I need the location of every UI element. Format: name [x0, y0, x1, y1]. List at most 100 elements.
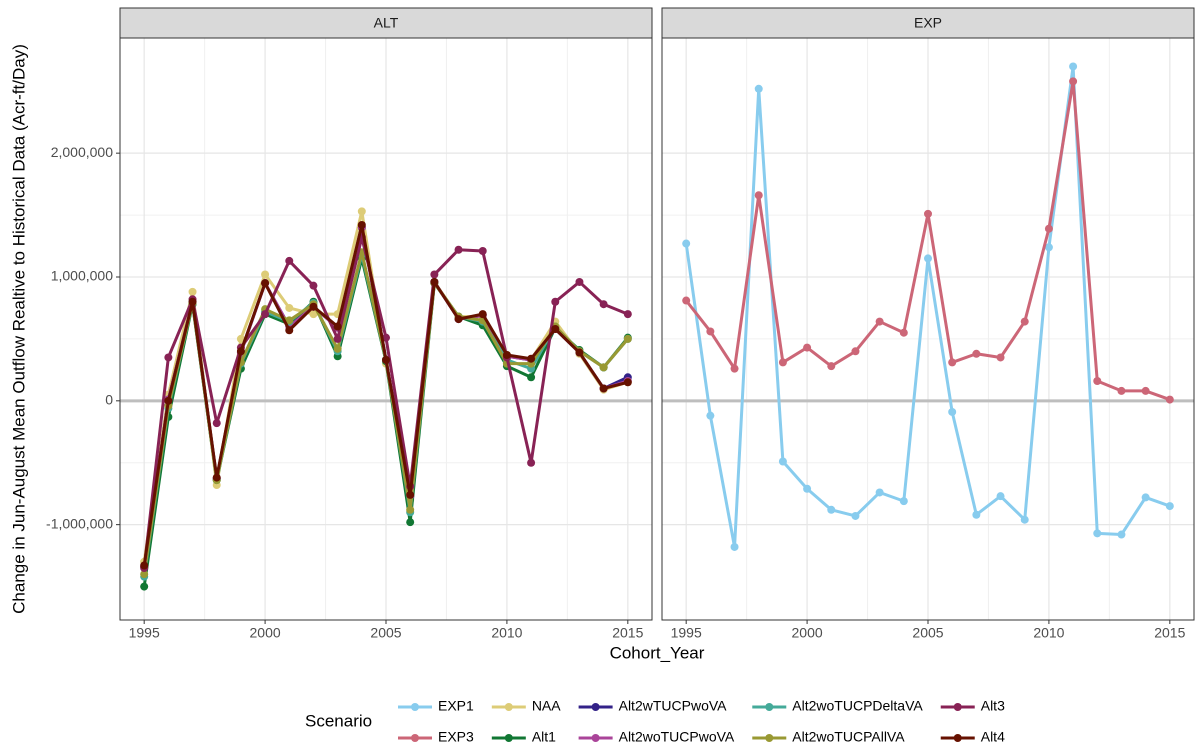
x-tick-label: 2000: [250, 625, 281, 641]
x-axis-title: Cohort_Year: [610, 643, 705, 662]
legend-label: Alt2woTUCPwoVA: [619, 729, 735, 745]
legend-label: NAA: [532, 698, 561, 714]
data-point: [406, 505, 415, 514]
y-tick-label: 1,000,000: [51, 268, 113, 284]
data-point: [851, 347, 860, 356]
x-tick-label: 1995: [671, 625, 702, 641]
data-point: [140, 570, 149, 579]
legend-key: [765, 734, 774, 742]
legend-label: Alt2woTUCPAllVA: [792, 729, 905, 745]
data-point: [1165, 395, 1174, 404]
data-point: [406, 518, 415, 527]
data-point: [1141, 493, 1150, 502]
data-point: [382, 333, 390, 342]
data-point: [575, 348, 584, 357]
data-point: [527, 354, 536, 363]
data-point: [454, 315, 463, 324]
data-point: [599, 363, 608, 372]
data-point: [382, 355, 390, 364]
x-tick-label: 2015: [1154, 625, 1185, 641]
data-point: [972, 510, 981, 519]
data-point: [188, 297, 197, 306]
data-point: [164, 396, 173, 405]
data-point: [803, 484, 812, 493]
data-point: [285, 316, 294, 325]
data-point: [212, 419, 221, 428]
data-point: [599, 384, 608, 393]
panel-border: [661, 37, 1195, 621]
data-point: [682, 239, 691, 248]
data-point: [682, 296, 691, 305]
y-tick-label: 2,000,000: [51, 144, 113, 160]
strip: [119, 7, 653, 39]
data-point: [551, 325, 560, 333]
data-point: [478, 246, 487, 255]
data-point: [803, 343, 812, 352]
data-point: [706, 327, 715, 336]
y-tick-label: 0: [105, 392, 113, 408]
data-point: [285, 256, 294, 265]
y-axis-title: Change in Jun-August Mean Outflow Realti…: [9, 44, 28, 614]
data-point: [706, 411, 715, 420]
data-point: [778, 457, 787, 466]
legend-key: [953, 703, 962, 711]
legend-label: EXP1: [438, 698, 474, 714]
data-point: [1093, 529, 1102, 538]
data-point: [164, 353, 173, 362]
data-point: [527, 373, 536, 382]
data-point: [996, 353, 1005, 362]
data-point: [261, 270, 270, 279]
x-tick-label: 2000: [792, 625, 823, 641]
x-tick-label: 2015: [612, 625, 643, 641]
data-point: [754, 191, 763, 200]
data-point: [333, 322, 342, 331]
data-point: [1093, 377, 1102, 386]
data-point: [1044, 224, 1053, 233]
data-point: [1020, 515, 1029, 524]
data-point: [309, 281, 318, 290]
data-point: [309, 310, 318, 319]
legend-key: [953, 734, 962, 742]
data-point: [527, 458, 536, 467]
data-point: [778, 358, 787, 367]
strip-label: ALT: [374, 15, 399, 31]
x-tick-label: 1995: [129, 625, 160, 641]
legend-label: Alt1: [532, 729, 556, 745]
legend-label: Alt3: [981, 698, 1005, 714]
data-point: [1069, 77, 1078, 86]
data-point: [924, 209, 932, 218]
legend-key: [591, 703, 600, 711]
legend-key: [591, 734, 600, 742]
data-point: [1117, 530, 1126, 539]
data-point: [623, 378, 632, 387]
data-point: [1044, 243, 1053, 252]
legend-title: Scenario: [305, 711, 372, 730]
data-point: [357, 207, 366, 216]
y-tick-label: -1,000,000: [46, 515, 113, 531]
data-point: [948, 358, 957, 367]
legend-key: [504, 703, 513, 711]
data-point: [972, 349, 981, 358]
x-tick-label: 2010: [491, 625, 522, 641]
legend-key: [765, 703, 774, 711]
data-point: [623, 310, 632, 319]
data-point: [599, 300, 608, 309]
panel-border: [119, 37, 653, 621]
data-point: [406, 490, 415, 499]
data-point: [261, 279, 270, 288]
data-point: [827, 505, 836, 514]
legend-label: Alt2wTUCPwoVA: [619, 698, 728, 714]
data-point: [551, 297, 560, 306]
data-point: [454, 245, 463, 254]
data-point: [754, 84, 763, 93]
strip-label: EXP: [914, 15, 942, 31]
data-point: [575, 277, 584, 286]
x-tick-label: 2010: [1033, 625, 1064, 641]
data-point: [899, 328, 908, 337]
legend-key: [411, 734, 419, 742]
data-point: [309, 302, 318, 311]
data-point: [430, 277, 439, 286]
data-point: [478, 310, 487, 319]
data-point: [261, 310, 270, 319]
